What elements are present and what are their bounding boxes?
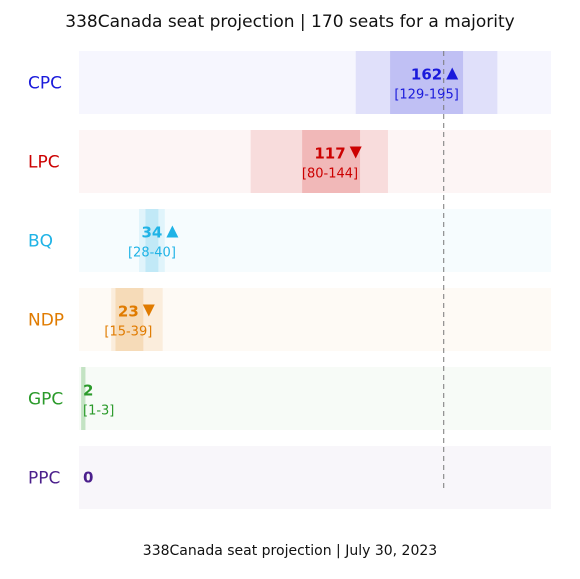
inner-range-band-bq <box>145 209 159 272</box>
seat-value-bq: 34 <box>142 224 163 242</box>
row-background-ndp <box>79 288 551 351</box>
range-band-lpc <box>250 130 388 193</box>
party-label-bq: BQ <box>28 232 53 252</box>
seat-range-cpc: [129-195] <box>394 88 458 103</box>
inner-range-band-cpc <box>390 51 464 114</box>
party-label-gpc: GPC <box>28 390 63 410</box>
row-background-ppc <box>79 446 551 509</box>
seat-range-bq: [28-40] <box>128 246 176 261</box>
party-label-ppc: PPC <box>28 469 60 489</box>
row-background-lpc <box>79 130 551 193</box>
row-background-bq <box>79 209 551 272</box>
inner-range-band-lpc <box>302 130 361 193</box>
inner-range-band-ndp <box>115 288 144 351</box>
party-label-cpc: CPC <box>28 74 62 94</box>
trend-up-arrow-icon <box>166 225 179 238</box>
seat-value-ndp: 23 <box>118 303 139 321</box>
seat-range-lpc: [80-144] <box>302 167 358 182</box>
party-label-lpc: LPC <box>28 153 60 173</box>
party-label-ndp: NDP <box>28 311 64 331</box>
row-background-gpc <box>79 367 551 430</box>
range-band-cpc <box>355 51 498 114</box>
trend-down-arrow-icon <box>349 146 362 159</box>
range-band-gpc <box>81 367 86 430</box>
seat-range-ndp: [15-39] <box>104 325 152 340</box>
inner-range-band-gpc <box>81 367 86 430</box>
seat-value-lpc: 117 <box>314 145 345 163</box>
chart-footer: 338Canada seat projection | July 30, 202… <box>142 543 438 559</box>
trend-up-arrow-icon <box>446 67 459 80</box>
seat-value-ppc: 0 <box>83 469 93 487</box>
seat-value-gpc: 2 <box>83 382 93 400</box>
range-band-ndp <box>111 288 163 351</box>
trend-down-arrow-icon <box>142 304 155 317</box>
range-band-bq <box>139 209 165 272</box>
chart-title: 338Canada seat projection | 170 seats fo… <box>65 12 515 32</box>
seat-value-cpc: 162 <box>411 66 442 84</box>
row-background-cpc <box>79 51 551 114</box>
seat-range-gpc: [1-3] <box>83 404 114 419</box>
